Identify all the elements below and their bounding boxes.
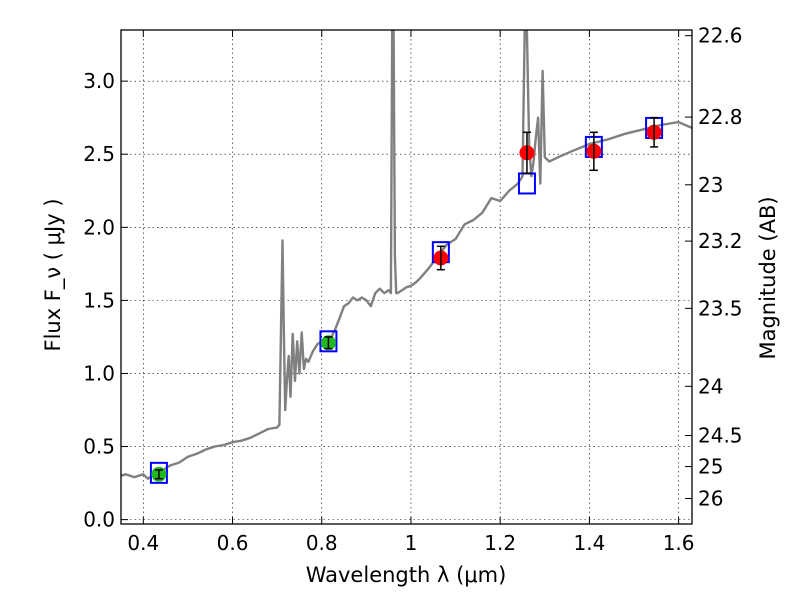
y-tick-label: 1.5	[83, 288, 115, 312]
y-tick-label: 2.5	[83, 142, 115, 166]
y-axis-label: Flux F_ν ( μJy )	[41, 198, 66, 351]
y-tick-label: 0.5	[83, 435, 115, 459]
y-tick-label: 3.0	[83, 69, 115, 93]
spectrum-line	[121, 30, 692, 480]
right-tick-label: 22.8	[698, 105, 743, 129]
tick-marks	[121, 30, 692, 524]
grid-lines	[121, 30, 692, 524]
plot-frame	[120, 29, 693, 525]
right-tick-label: 24	[698, 374, 723, 398]
tick-labels: 0.4 0.6 0.8 1 1.2 1.4 1.6 0.0 0.5 1.0 1.5 2.0 2.5 3.0…	[83, 24, 742, 555]
y-tick-label: 2.0	[83, 215, 115, 239]
y-tick-label: 0.0	[83, 508, 115, 532]
x-tick-label: 1	[405, 531, 418, 555]
right-tick-label: 23	[698, 173, 723, 197]
x-tick-label: 1.6	[663, 531, 695, 555]
y-tick-label: 1.0	[83, 361, 115, 385]
x-tick-label: 0.8	[306, 531, 338, 555]
x-tick-label: 0.6	[217, 531, 249, 555]
right-tick-label: 23.5	[698, 296, 743, 320]
x-tick-label: 1.2	[484, 531, 516, 555]
model-flux-square	[149, 461, 168, 484]
right-tick-label: 23.2	[698, 229, 743, 253]
right-tick-label: 25	[698, 455, 723, 479]
x-tick-label: 1.4	[573, 531, 605, 555]
spectrum-layer	[121, 30, 692, 480]
model-flux-square	[319, 330, 338, 353]
right-tick-label: 26	[698, 486, 723, 510]
right-tick-label: 22.6	[698, 24, 743, 48]
x-tick-label: 0.4	[127, 531, 159, 555]
marker-layer	[149, 116, 664, 484]
right-tick-label: 24.5	[698, 424, 743, 448]
right-axis-label: Magnitude (AB)	[756, 196, 780, 359]
x-axis-label: Wavelength λ (μm)	[306, 563, 507, 587]
